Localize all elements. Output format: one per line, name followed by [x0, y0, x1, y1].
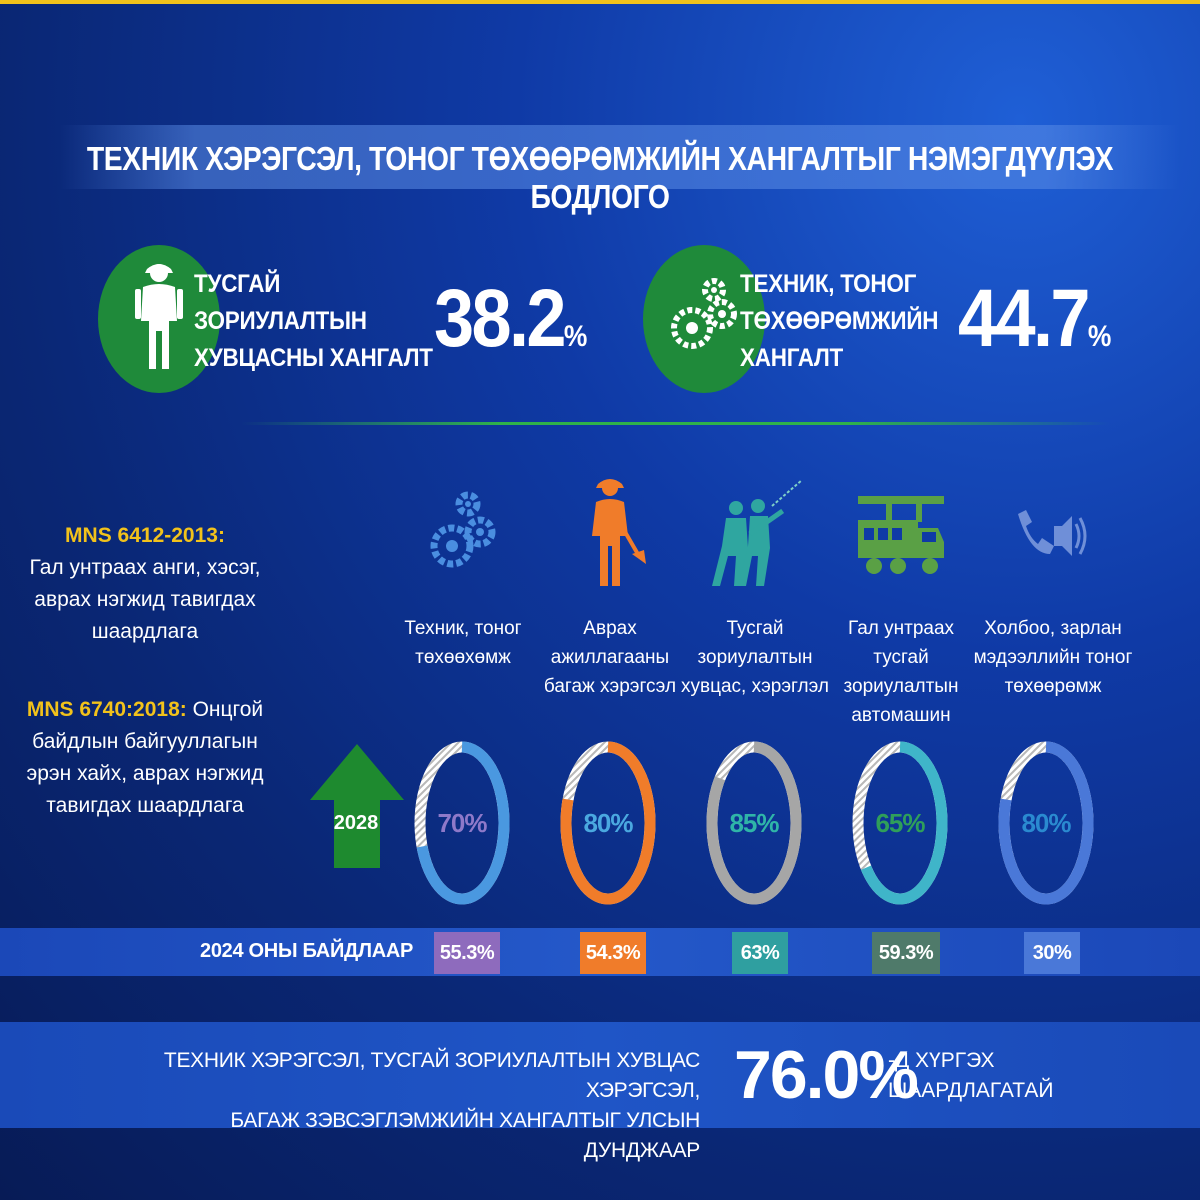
summary-text-line: ТЕХНИК ХЭРЭГСЭЛ, ТУСГАЙ ЗОРИУЛАЛТЫН ХУВЦ…	[163, 1049, 700, 1102]
kpi-1-label: ТУСГАЙ ЗОРИУЛАЛТЫН ХУВЦАСНЫ ХАНГАЛТ	[194, 266, 433, 377]
separator-line	[240, 422, 1110, 425]
target-ring-5-value: 80%	[1021, 807, 1071, 838]
category-5-label-line: Холбоо, зарлан	[984, 618, 1122, 639]
summary-band	[0, 1022, 1200, 1128]
standard-1-text: Гал унтраах анги, хэсэг,	[29, 556, 261, 579]
kpi-2-circle	[643, 245, 765, 393]
target-ring-4-value: 65%	[875, 807, 925, 838]
kpi-2-unit: %	[1087, 320, 1112, 353]
title-band	[60, 125, 1180, 189]
summary-suffix: -Д ХҮРГЭХ ШААРДЛАГАТАЙ	[888, 1046, 1053, 1106]
kpi-1-label-line: ХУВЦАСНЫ ХАНГАЛТ	[194, 344, 433, 372]
standard-2-text: эрэн хайх, аврах нэгжид	[26, 762, 264, 785]
target-ring-3: 85%	[704, 738, 804, 908]
firefighter-icon	[135, 264, 183, 369]
summary-text-line: БАГАЖ ЗЭВСЭГЛЭМЖИЙН ХАНГАЛТЫГ УЛСЫН ДУНД…	[230, 1109, 700, 1162]
standard-1-text: шаардлага	[91, 620, 199, 643]
standard-1-text: аврах нэгжид тавигдах	[34, 588, 256, 611]
summary-text: ТЕХНИК ХЭРЭГСЭЛ, ТУСГАЙ ЗОРИУЛАЛТЫН ХУВЦ…	[160, 1046, 700, 1166]
standard-2-text: тавигдах шаардлага	[46, 794, 244, 817]
kpi-2-label-line: ТӨХӨӨРӨМЖИЙН	[740, 307, 939, 335]
target-ring-4: 65%	[850, 738, 950, 908]
category-3-label: Тусгай зориулалтын хувцас, хэрэглэл	[675, 614, 835, 701]
category-3-label-line: зориулалтын	[697, 647, 813, 668]
category-2-label: Аврах ажиллагааны багаж хэрэгсэл	[530, 614, 690, 701]
baseline-badge-5: 30%	[1024, 932, 1080, 974]
summary-value: 76.0%	[734, 1037, 919, 1113]
ring-target-arc	[560, 741, 656, 905]
category-1-label-line: төхөөхөмж	[415, 647, 511, 668]
ring-target-arc	[416, 741, 510, 905]
kpi-2-label-line: ТЕХНИК, ТОНОГ	[740, 270, 917, 298]
top-accent-line	[0, 0, 1200, 4]
category-3-label-line: Тусгай	[726, 618, 784, 639]
baseline-label: 2024 ОНЫ БАЙДЛААР	[200, 940, 414, 962]
standard-1: MNS 6412-2013: Гал унтраах анги, хэсэг, …	[20, 520, 270, 648]
target-year: 2028	[333, 812, 379, 834]
ring-target-arc	[860, 741, 948, 905]
rescuer-axe-icon	[572, 474, 662, 594]
category-4-label: Гал унтраах тусгай зориулалтын автомашин	[821, 614, 981, 730]
category-3-label-line: хувцас, хэрэглэл	[680, 676, 830, 697]
baseline-badge-1: 55.3%	[434, 932, 500, 974]
up-arrow-icon	[310, 744, 404, 868]
standard-1-code: MNS 6412-2013:	[65, 524, 225, 547]
category-4-label-line: Гал унтраах тусгай	[847, 618, 955, 668]
gears-icon	[671, 278, 737, 349]
target-ring-5: 80%	[996, 738, 1096, 908]
ring-target-arc	[998, 741, 1094, 905]
target-ring-3-value: 85%	[729, 807, 779, 838]
category-5-label-line: төхөөрөмж	[1004, 676, 1102, 697]
baseline-badge-2: 54.3%	[580, 932, 646, 974]
category-5-label: Холбоо, зарлан мэдээллийн тоног төхөөрөм…	[973, 614, 1133, 701]
summary-suffix-line: -Д ХҮРГЭХ	[888, 1049, 995, 1072]
standard-2-text: байдлын байгууллагын	[32, 730, 258, 753]
kpi-1-circle	[98, 245, 220, 393]
kpi-1-value: 38.2%	[434, 272, 587, 366]
phone-speaker-icon	[1010, 500, 1090, 570]
summary-suffix-line: ШААРДЛАГАТАЙ	[888, 1079, 1054, 1102]
category-1-label: Техник, тоног төхөөхөмж	[383, 614, 543, 672]
standard-2: MNS 6740:2018: Онцгой байдлын байгууллаг…	[20, 694, 270, 822]
target-ring-1-value: 70%	[437, 807, 487, 838]
page-title: ТЕХНИК ХЭРЭГСЭЛ, ТОНОГ ТӨХӨӨРӨМЖИЙН ХАНГ…	[86, 140, 1114, 215]
kpi-1-label-line: ЗОРИУЛАЛТЫН	[194, 307, 367, 335]
category-2-label-line: Аврах	[583, 618, 637, 639]
standard-2-text-inline: Онцгой	[186, 698, 264, 721]
baseline-badge-4: 59.3%	[872, 932, 940, 974]
target-ring-2-value: 80%	[583, 807, 633, 838]
gears-icon	[418, 486, 508, 586]
baseline-badge-3: 63%	[732, 932, 788, 974]
category-2-label-line: багаж хэрэгсэл	[543, 676, 677, 697]
target-ring-2: 80%	[558, 738, 658, 908]
fire-truck-icon	[856, 490, 948, 580]
kpi-1-unit: %	[563, 320, 588, 353]
category-4-label-line: зориулалтын	[843, 676, 959, 697]
kpi-1-number: 38.2	[434, 273, 567, 364]
firefighters-hose-icon	[706, 476, 806, 596]
category-4-label-line: автомашин	[851, 705, 951, 726]
category-5-label-line: мэдээллийн тоног	[973, 647, 1133, 668]
ring-target-arc	[706, 741, 802, 905]
kpi-2-number: 44.7	[958, 273, 1091, 364]
target-ring-1: 70%	[412, 738, 512, 908]
category-1-label-line: Техник, тоног	[404, 618, 522, 639]
kpi-2-label-line: ХАНГАЛТ	[740, 344, 844, 372]
category-2-label-line: ажиллагааны	[550, 647, 670, 668]
kpi-2-label: ТЕХНИК, ТОНОГ ТӨХӨӨРӨМЖИЙН ХАНГАЛТ	[740, 266, 938, 377]
kpi-1-label-line: ТУСГАЙ	[194, 270, 281, 298]
kpi-2-value: 44.7%	[958, 272, 1111, 366]
standard-2-code: MNS 6740:2018:	[26, 698, 187, 721]
